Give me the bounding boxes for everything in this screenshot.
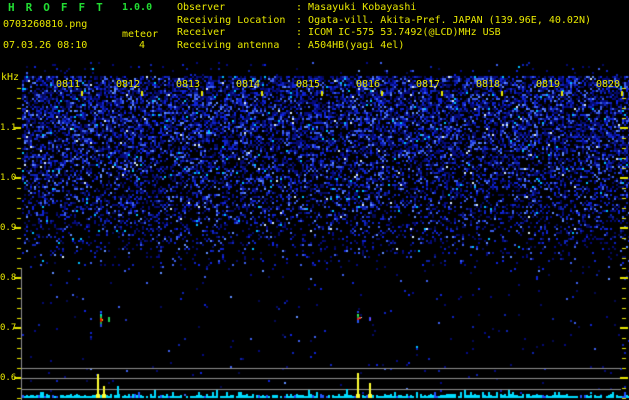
time-label-0819: 0819 [535,79,561,90]
info-separator: : [296,2,309,13]
info-value: Ogata-vill. Akita-Pref. JAPAN (139.96E, … [308,14,592,26]
info-separator: : [296,14,309,26]
info-label: Receiving Location [177,14,286,26]
info-label: Receiver [177,27,226,39]
time-label-0817: 0817 [415,79,441,90]
time-label-0820: 0820 [595,79,621,90]
info-separator: : [296,27,309,39]
info-row-location: Receiving Location: Ogata-vill. Akita-Pr… [177,15,591,28]
info-value: ICOM IC-575 53.7492(@LCD)MHz USB [308,27,501,39]
info-row-observer: Observer: Masayuki Kobayashi [177,2,591,15]
info-label: Observer [177,2,226,13]
freq-label-1p1: 1.1 [0,123,17,133]
freq-label-1p0: 1.0 [0,173,17,183]
time-label-0813: 0813 [175,79,201,90]
info-row-antenna: Receiving antenna: A504HB(yagi 4el) [177,40,591,53]
info-label: Receiving antenna [177,40,280,52]
app-version: 1.0.0 [122,2,153,13]
app-title: HROFFT [8,1,114,14]
info-value: A504HB(yagi 4el) [308,40,405,52]
output-filename: 0703260810.png [3,19,88,30]
freq-axis-unit: kHz [1,72,20,83]
time-label-0818: 0818 [475,79,501,90]
info-row-receiver: Receiver: ICOM IC-575 53.7492(@LCD)MHz U… [177,27,591,40]
time-label-0815: 0815 [295,79,321,90]
freq-label-0p9: 0.9 [0,223,17,233]
station-info: Observer: Masayuki Kobayashi Receiving L… [177,2,591,53]
time-label-0814: 0814 [235,79,261,90]
time-label-0811: 0811 [55,79,81,90]
meteor-count-label: meteor [122,29,159,40]
info-separator: : [296,40,309,52]
time-label-0812: 0812 [115,79,141,90]
info-value: Masayuki Kobayashi [308,2,417,13]
meteor-count-value: 4 [139,40,146,51]
freq-label-0p6: 0.6 [0,373,17,383]
freq-label-0p8: 0.8 [0,273,17,283]
observation-datetime: 07.03.26 08:10 [3,40,88,51]
time-label-0816: 0816 [355,79,381,90]
freq-label-0p7: 0.7 [0,323,17,333]
